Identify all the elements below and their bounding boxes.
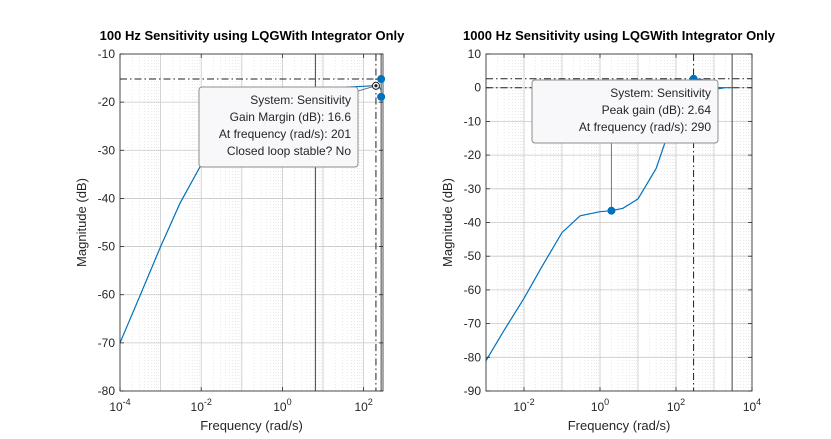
xtick-exponent: -2: [527, 397, 535, 407]
xtick-base: 10: [354, 400, 368, 414]
data-marker: [377, 92, 386, 101]
xtick-exponent: 0: [604, 397, 609, 407]
xtick-exponent: -4: [123, 397, 131, 407]
xtick-exponent: 2: [680, 397, 685, 407]
ytick-label: -30: [464, 182, 482, 196]
x-axis-label: Frequency (rad/s): [568, 418, 671, 433]
xtick-base: 10: [513, 400, 527, 414]
xtick-label: 10-4: [109, 397, 130, 414]
datatip-line: System: Sensitivity: [250, 93, 351, 107]
datatip-line: At frequency (rad/s): 290: [579, 120, 711, 134]
data-marker: [607, 206, 616, 215]
xtick-base: 10: [667, 400, 681, 414]
xtick-base: 10: [109, 400, 123, 414]
ytick-label: -80: [464, 350, 482, 364]
ytick-label: -40: [98, 191, 116, 205]
datatip-line: Peak gain (dB): 2.64: [602, 103, 712, 117]
ytick-label: 0: [474, 81, 481, 95]
ytick-label: -70: [98, 336, 116, 350]
y-axis-label: Magnitude (dB): [74, 178, 89, 267]
minor-grid: [131, 54, 377, 391]
xtick-label: 102: [354, 397, 372, 414]
ytick-label: 10: [468, 47, 482, 61]
datatip-line: Gain Margin (dB): 16.6: [230, 110, 352, 124]
ytick-label: -80: [98, 384, 116, 398]
ytick-label: -10: [98, 47, 116, 61]
xtick-label: 100: [273, 397, 291, 414]
ytick-label: -50: [464, 249, 482, 263]
data-marker: [377, 75, 386, 84]
x-axis-label: Frequency (rad/s): [200, 418, 303, 433]
ytick-label: -70: [464, 317, 482, 331]
xtick-base: 10: [743, 400, 757, 414]
xtick-label: 100: [591, 397, 609, 414]
xtick-label: 104: [743, 397, 761, 414]
axes-box: [119, 53, 384, 392]
ytick-label: -40: [464, 216, 482, 230]
ytick-label: -30: [98, 143, 116, 157]
xtick-label: 10-2: [513, 397, 534, 414]
xtick-label: 10-2: [191, 397, 212, 414]
chart-title: 100 Hz Sensitivity using LQGWith Integra…: [100, 28, 405, 43]
xtick-exponent: 4: [756, 397, 761, 407]
xtick-exponent: 0: [287, 397, 292, 407]
ytick-label: -20: [98, 95, 116, 109]
datatip-line: At frequency (rad/s): 201: [219, 127, 351, 141]
ytick-label: -60: [98, 288, 116, 302]
datatip-box: [531, 79, 719, 144]
chart-title: 1000 Hz Sensitivity using LQGWith Integr…: [463, 28, 776, 43]
xtick-exponent: -2: [204, 397, 212, 407]
data-marker-center: [374, 84, 378, 88]
ytick-label: -20: [464, 148, 482, 162]
ytick-label: -50: [98, 240, 116, 254]
ytick-label: -90: [464, 384, 482, 398]
ytick-label: -10: [464, 114, 482, 128]
ytick-label: -60: [464, 283, 482, 297]
xtick-base: 10: [273, 400, 287, 414]
xtick-base: 10: [191, 400, 205, 414]
datatip-box: [198, 86, 359, 168]
xtick-exponent: 2: [368, 397, 373, 407]
datatip-line: Closed loop stable? No: [227, 144, 351, 158]
datatip-line: System: Sensitivity: [610, 86, 711, 100]
xtick-label: 102: [667, 397, 685, 414]
xtick-base: 10: [591, 400, 605, 414]
y-axis-label: Magnitude (dB): [440, 178, 455, 267]
